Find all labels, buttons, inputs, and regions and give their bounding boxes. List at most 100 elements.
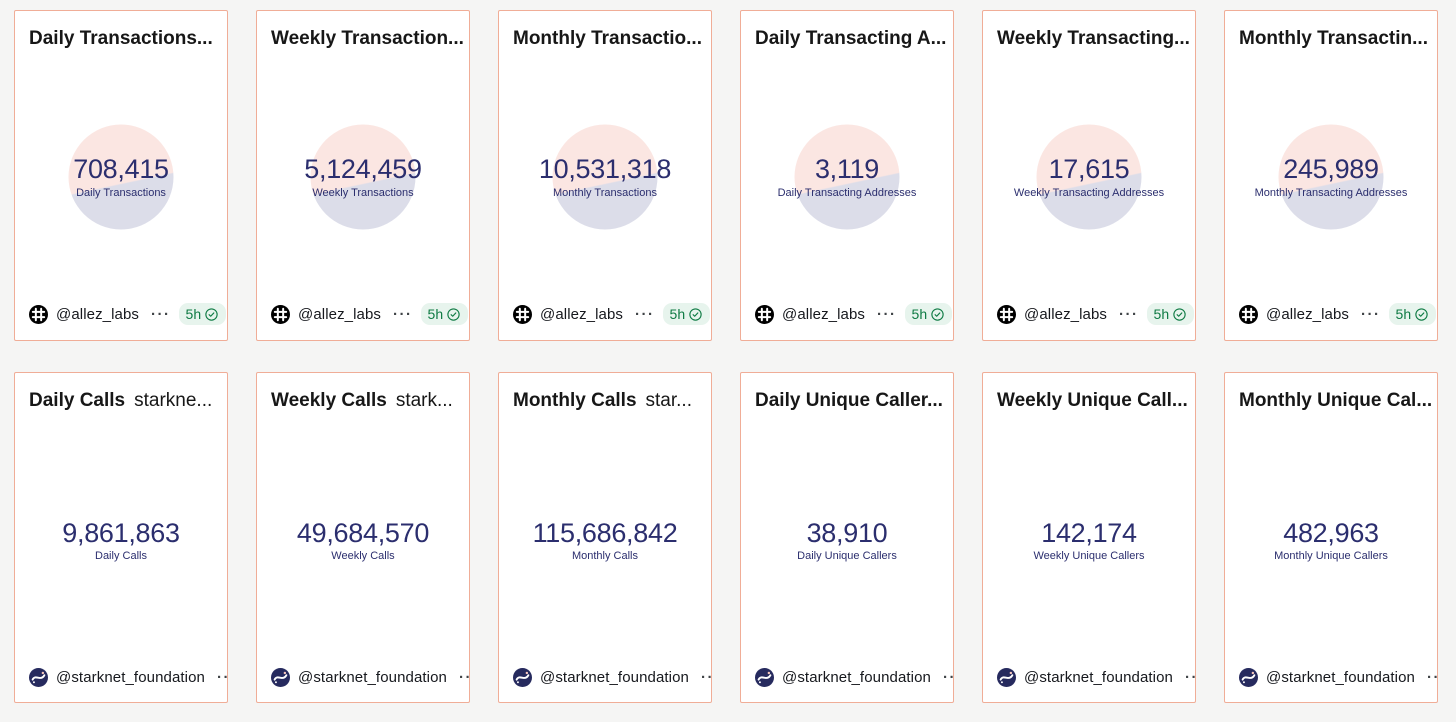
- author-handle[interactable]: @starknet_foundation: [1266, 669, 1415, 686]
- more-options-icon[interactable]: ···: [635, 305, 655, 323]
- stat-card[interactable]: Daily Transactions... 708,415 Daily Tran…: [14, 10, 228, 341]
- more-options-icon[interactable]: ···: [1427, 669, 1437, 686]
- stat-card[interactable]: Daily Calls starkne... 9,861,863 Daily Ca…: [14, 372, 228, 703]
- card-body: 3,119 Daily Transacting Addresses: [741, 51, 953, 303]
- stat-card[interactable]: Daily Unique Caller... 38,910 Daily Uniq…: [740, 372, 954, 703]
- author-handle[interactable]: @allez_labs: [540, 305, 624, 323]
- metric-label: Monthly Transactions: [553, 186, 657, 199]
- stat-card[interactable]: Weekly Calls stark... 49,684,570 Weekly C…: [256, 372, 470, 703]
- freshness-badge[interactable]: 5h: [1146, 303, 1195, 325]
- freshness-badge[interactable]: 5h: [904, 303, 953, 325]
- metric: 142,174 Weekly Unique Callers: [1033, 518, 1144, 562]
- metric-label: Monthly Calls: [571, 550, 638, 563]
- card-title-main: Monthly Transactio...: [513, 28, 702, 49]
- card-title-main: Weekly Unique Call...: [997, 390, 1188, 411]
- metric: 115,686,842 Monthly Calls: [532, 517, 678, 563]
- author-handle[interactable]: @starknet_foundation: [1024, 669, 1173, 686]
- card-title: Daily Calls starkne...: [15, 373, 227, 413]
- card-footer: @allez_labs ··· 5h: [499, 303, 711, 340]
- more-options-icon[interactable]: ···: [151, 305, 171, 323]
- metric-label: Daily Unique Callers: [797, 550, 897, 563]
- author-handle[interactable]: @starknet_foundation: [540, 669, 689, 686]
- stat-card[interactable]: Weekly Transaction... 5,124,459 Weekly T…: [256, 10, 470, 341]
- metric-value: 115,686,842: [532, 517, 678, 548]
- stat-card[interactable]: Daily Transacting A... 3,119 Daily Trans…: [740, 10, 954, 341]
- allez-labs-avatar-icon: [513, 304, 532, 324]
- freshness-time: 5h: [1153, 306, 1170, 322]
- card-body: 115,686,842 Monthly Calls: [499, 413, 711, 668]
- metric: 245,989 Monthly Transacting Addresses: [1255, 154, 1408, 198]
- stat-card[interactable]: Monthly Calls star... 115,686,842 Monthly…: [498, 372, 712, 703]
- card-body: 142,174 Weekly Unique Callers: [983, 413, 1195, 668]
- card-footer: @allez_labs ··· 5h: [15, 303, 227, 340]
- metric: 3,119 Daily Transacting Addresses: [777, 154, 917, 199]
- freshness-time: 5h: [669, 306, 686, 322]
- card-title: Monthly Calls star...: [499, 373, 711, 413]
- metric-value: 5,124,459: [304, 154, 422, 185]
- metric-value: 17,615: [1048, 154, 1130, 185]
- card-body: 5,124,459 Weekly Transactions: [257, 51, 469, 303]
- card-body: 17,615 Weekly Transacting Addresses: [983, 51, 1195, 303]
- card-body: 9,861,863 Daily Calls: [15, 413, 227, 668]
- card-body: 245,989 Monthly Transacting Addresses: [1225, 51, 1437, 303]
- metric-pie: [794, 124, 900, 230]
- stat-card[interactable]: Monthly Transactin... 245,989 Monthly Tr…: [1224, 10, 1438, 341]
- author-handle[interactable]: @starknet_foundation: [782, 669, 931, 686]
- card-title-main: Weekly Transaction...: [271, 28, 464, 49]
- allez-labs-avatar-icon: [1239, 304, 1258, 324]
- card-footer: @allez_labs ··· 5h: [983, 303, 1195, 340]
- card-footer: @allez_labs ··· 5h: [257, 303, 469, 340]
- metric-value: 10,531,318: [538, 154, 672, 185]
- author-handle[interactable]: @allez_labs: [56, 305, 140, 323]
- author-handle[interactable]: @allez_labs: [1266, 305, 1350, 323]
- card-footer: @starknet_foundation ···: [15, 668, 227, 702]
- freshness-badge[interactable]: 5h: [178, 303, 227, 325]
- card-body: 49,684,570 Weekly Calls: [257, 413, 469, 668]
- freshness-time: 5h: [185, 306, 202, 322]
- card-footer: @starknet_foundation ···: [257, 668, 469, 702]
- card-footer: @starknet_foundation ···: [1225, 668, 1437, 702]
- metric-value: 49,684,570: [296, 517, 430, 548]
- metric-label: Monthly Unique Callers: [1274, 550, 1388, 563]
- card-title: Weekly Unique Call...: [983, 373, 1195, 413]
- metric-value: 9,861,863: [62, 517, 180, 548]
- starknet-avatar-icon: [755, 668, 774, 687]
- more-options-icon[interactable]: ···: [943, 669, 953, 686]
- starknet-avatar-icon: [29, 668, 48, 687]
- verified-check-icon: [1172, 307, 1187, 322]
- stat-card[interactable]: Weekly Unique Call... 142,174 Weekly Uni…: [982, 372, 1196, 703]
- metric: 708,415 Daily Transactions: [73, 154, 169, 199]
- more-options-icon[interactable]: ···: [877, 305, 897, 323]
- card-title-main: Daily Transactions...: [29, 28, 213, 49]
- more-options-icon[interactable]: ···: [459, 669, 469, 686]
- author-handle[interactable]: @allez_labs: [1024, 305, 1108, 323]
- metric: 9,861,863 Daily Calls: [62, 517, 180, 563]
- author-handle[interactable]: @starknet_foundation: [56, 669, 205, 686]
- card-title: Monthly Transactio...: [499, 11, 711, 51]
- freshness-badge[interactable]: 5h: [420, 303, 469, 325]
- more-options-icon[interactable]: ···: [1185, 669, 1195, 686]
- allez-labs-avatar-icon: [271, 304, 290, 324]
- more-options-icon[interactable]: ···: [1119, 305, 1139, 323]
- author-handle[interactable]: @allez_labs: [782, 305, 866, 323]
- author-handle[interactable]: @allez_labs: [298, 305, 382, 323]
- metric-label: Daily Transacting Addresses: [777, 186, 917, 199]
- metric-label: Daily Calls: [95, 550, 147, 563]
- stat-card[interactable]: Monthly Unique Cal... 482,963 Monthly Un…: [1224, 372, 1438, 703]
- starknet-avatar-icon: [1239, 668, 1258, 687]
- card-title-main: Daily Unique Caller...: [755, 390, 943, 411]
- metric-label: Daily Transactions: [76, 186, 166, 199]
- freshness-badge[interactable]: 5h: [662, 303, 711, 325]
- author-handle[interactable]: @starknet_foundation: [298, 669, 447, 686]
- stat-card[interactable]: Monthly Transactio... 10,531,318 Monthly…: [498, 10, 712, 341]
- more-options-icon[interactable]: ···: [217, 669, 227, 686]
- verified-check-icon: [1414, 307, 1429, 322]
- metric-value: 245,989: [1283, 154, 1379, 185]
- freshness-time: 5h: [911, 306, 928, 322]
- stat-card[interactable]: Weekly Transacting... 17,615 Weekly Tran…: [982, 10, 1196, 341]
- more-options-icon[interactable]: ···: [701, 669, 711, 686]
- freshness-badge[interactable]: 5h: [1388, 303, 1437, 325]
- more-options-icon[interactable]: ···: [1361, 305, 1381, 323]
- more-options-icon[interactable]: ···: [393, 305, 413, 323]
